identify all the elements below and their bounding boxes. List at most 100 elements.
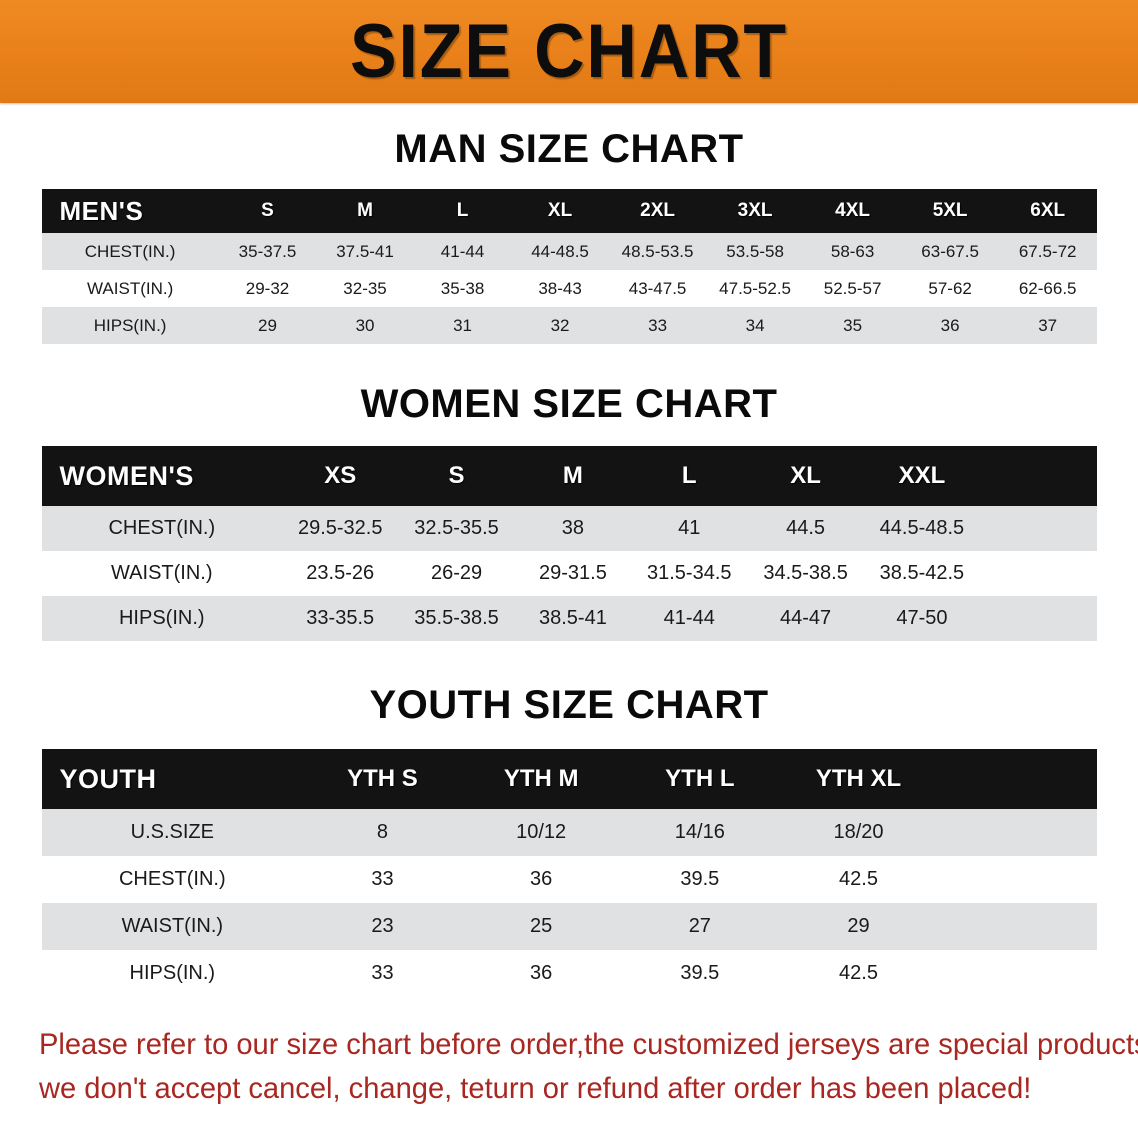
youth-size-table-wrapper: YOUTH YTH S YTH M YTH L YTH XL U.S.SIZE 8 10/…: [41, 749, 1097, 997]
women-cell: 31.5-34.5: [631, 551, 748, 596]
man-cell: 38-43: [511, 270, 609, 307]
youth-row-label: U.S.SIZE: [41, 809, 304, 856]
women-cell: 38.5-42.5: [863, 551, 981, 596]
youth-cell: 42.5: [779, 950, 938, 997]
man-cell: 53.5-58: [706, 233, 804, 270]
table-row: CHEST(IN.) 33 36 39.5 42.5: [41, 856, 1097, 903]
youth-cell: [937, 950, 1097, 997]
youth-cell: [937, 903, 1097, 950]
table-row: HIPS(IN.) 29 30 31 32 33 34 35 36 37: [41, 307, 1097, 344]
man-cell: 29: [218, 307, 317, 344]
table-row: WAIST(IN.) 23.5-26 26-29 29-31.5 31.5-34.5 34…: [41, 551, 1097, 596]
youth-cell: 33: [303, 856, 462, 903]
women-column-header: XL: [747, 446, 864, 506]
youth-cell: 8: [303, 809, 462, 856]
table-row: CHEST(IN.) 29.5-32.5 32.5-35.5 38 41 44.5 44.5…: [41, 506, 1097, 551]
women-column-header: XS: [282, 446, 399, 506]
women-cell: 47-50: [863, 596, 981, 641]
women-cell: [980, 506, 1097, 551]
man-cell: 41-44: [413, 233, 512, 270]
notice-line-2: we don't accept cancel, change, teturn o…: [39, 1071, 1032, 1105]
youth-column-header: YTH M: [461, 749, 621, 809]
man-cell: 67.5-72: [998, 233, 1097, 270]
women-cell: 38.5-41: [514, 596, 632, 641]
man-cell: 44-48.5: [511, 233, 609, 270]
man-cell: 35-38: [413, 270, 512, 307]
youth-column-header: YTH XL: [779, 749, 938, 809]
youth-cell: 39.5: [620, 856, 780, 903]
man-cell: 57-62: [901, 270, 999, 307]
youth-cell: 27: [620, 903, 780, 950]
table-row: WAIST(IN.) 29-32 32-35 35-38 38-43 43-47.5 47.…: [41, 270, 1097, 307]
man-size-table-wrapper: MEN'S S M L XL 2XL 3XL 4XL 5XL 6XL CHEST(IN.) 35-…: [41, 189, 1097, 344]
women-header-row: WOMEN'S XS S M L XL XXL: [41, 446, 1097, 506]
women-cell: 29.5-32.5: [282, 506, 399, 551]
youth-header-row: YOUTH YTH S YTH M YTH L YTH XL: [41, 749, 1097, 809]
youth-table-body: U.S.SIZE 8 10/12 14/16 18/20 CHEST(IN.) 33 36 39…: [41, 809, 1097, 997]
women-row-label: CHEST(IN.): [41, 506, 283, 551]
man-cell: 33: [608, 307, 707, 344]
women-cell: [980, 596, 1097, 641]
man-cell: 43-47.5: [608, 270, 707, 307]
women-cell: 44-47: [747, 596, 864, 641]
women-size-table: WOMEN'S XS S M L XL XXL CHEST(IN.) 29.5-32.5 32…: [41, 446, 1097, 641]
youth-column-header: YTH S: [303, 749, 462, 809]
man-cell: 31: [413, 307, 512, 344]
man-column-header: 4XL: [803, 189, 902, 233]
man-header-row: MEN'S S M L XL 2XL 3XL 4XL 5XL 6XL: [41, 189, 1097, 233]
women-column-header: [980, 446, 1097, 506]
women-corner-label: WOMEN'S: [41, 446, 283, 506]
women-section-title: WOMEN SIZE CHART: [360, 382, 778, 426]
women-column-header: XXL: [863, 446, 981, 506]
man-cell: 37.5-41: [316, 233, 414, 270]
youth-cell: 42.5: [779, 856, 938, 903]
notice-line-1: Please refer to our size chart before or…: [39, 1028, 1138, 1061]
youth-size-table: YOUTH YTH S YTH M YTH L YTH XL U.S.SIZE 8 10/…: [41, 749, 1097, 997]
page-title: SIZE CHART: [350, 8, 788, 94]
women-cell: 41: [631, 506, 748, 551]
youth-cell: [937, 809, 1097, 856]
man-cell: 32-35: [316, 270, 414, 307]
man-column-header: 5XL: [901, 189, 999, 233]
youth-column-header: [937, 749, 1097, 809]
table-row: HIPS(IN.) 33 36 39.5 42.5: [41, 950, 1097, 997]
youth-cell: 29: [779, 903, 938, 950]
women-row-label: WAIST(IN.): [41, 551, 283, 596]
youth-cell: 10/12: [461, 809, 621, 856]
man-column-header: L: [413, 189, 512, 233]
man-column-header: M: [316, 189, 414, 233]
youth-cell: 39.5: [620, 950, 780, 997]
women-cell: 35.5-38.5: [398, 596, 515, 641]
man-section-title: MAN SIZE CHART: [394, 127, 744, 171]
man-cell: 47.5-52.5: [706, 270, 804, 307]
order-policy-notice: Please refer to our size chart before or…: [39, 1023, 1138, 1110]
women-table-head: WOMEN'S XS S M L XL XXL: [41, 446, 1097, 506]
women-cell: 32.5-35.5: [398, 506, 515, 551]
youth-row-label: WAIST(IN.): [41, 903, 304, 950]
youth-section-title: YOUTH SIZE CHART: [369, 683, 769, 727]
man-cell: 58-63: [803, 233, 902, 270]
women-column-header: M: [514, 446, 632, 506]
youth-cell: 23: [303, 903, 462, 950]
women-table-body: CHEST(IN.) 29.5-32.5 32.5-35.5 38 41 44.5 44.5…: [41, 506, 1097, 641]
women-cell: 23.5-26: [282, 551, 399, 596]
women-size-table-wrapper: WOMEN'S XS S M L XL XXL CHEST(IN.) 29.5-32.5 32…: [41, 446, 1097, 641]
man-cell: 30: [316, 307, 414, 344]
man-table-body: CHEST(IN.) 35-37.5 37.5-41 41-44 44-48.5 48.5…: [41, 233, 1097, 344]
man-corner-label: MEN'S: [41, 189, 219, 233]
table-row: HIPS(IN.) 33-35.5 35.5-38.5 38.5-41 41-44 44-…: [41, 596, 1097, 641]
man-cell: 48.5-53.5: [608, 233, 707, 270]
table-row: U.S.SIZE 8 10/12 14/16 18/20: [41, 809, 1097, 856]
man-column-header: 2XL: [608, 189, 707, 233]
youth-cell: 18/20: [779, 809, 938, 856]
man-column-header: S: [218, 189, 317, 233]
youth-cell: 25: [461, 903, 621, 950]
man-cell: 36: [901, 307, 999, 344]
youth-column-header: YTH L: [620, 749, 780, 809]
youth-cell: 36: [461, 950, 621, 997]
page-banner: SIZE CHART: [0, 0, 1138, 103]
man-cell: 29-32: [218, 270, 317, 307]
youth-table-head: YOUTH YTH S YTH M YTH L YTH XL: [41, 749, 1097, 809]
youth-cell: 36: [461, 856, 621, 903]
youth-cell: 14/16: [620, 809, 780, 856]
